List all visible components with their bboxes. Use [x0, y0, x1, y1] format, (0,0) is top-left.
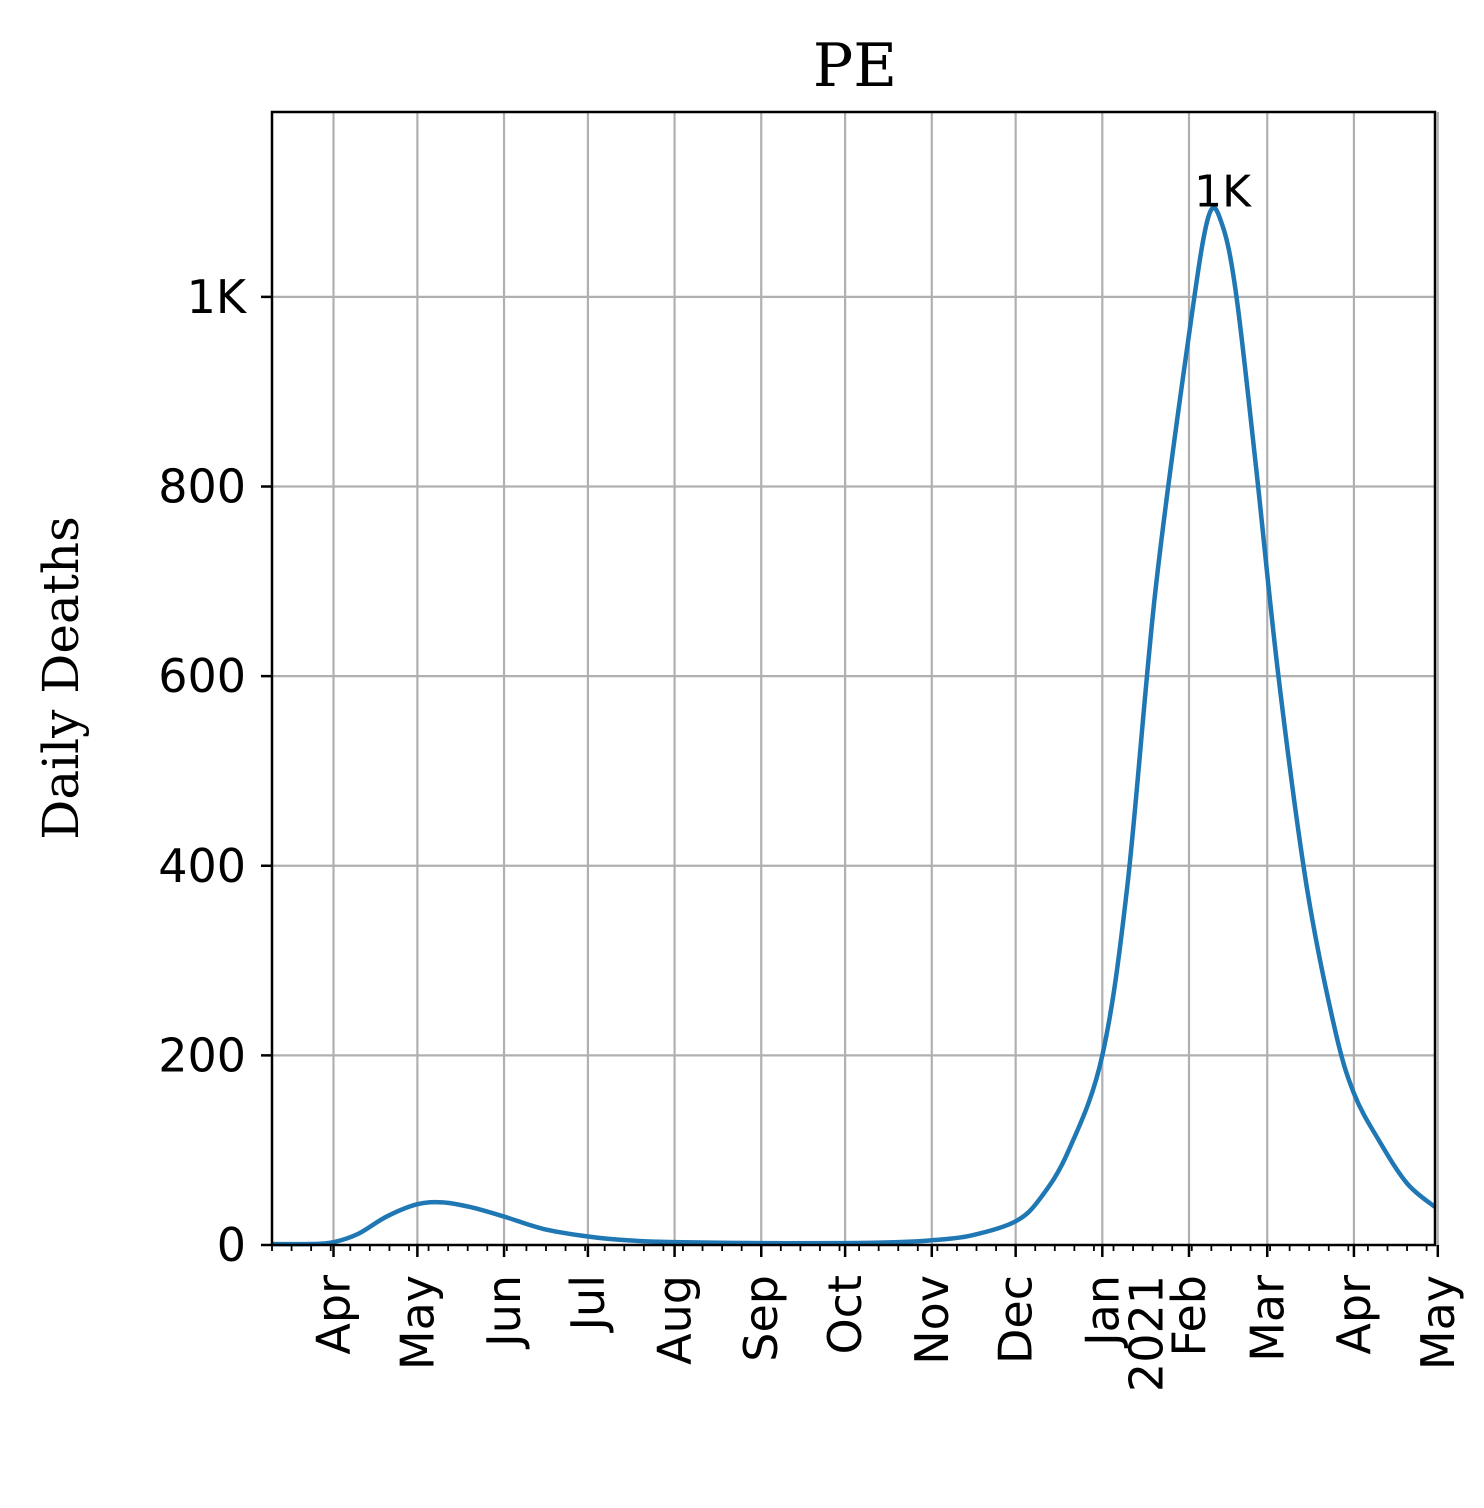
x-tick-label-line: May	[390, 1275, 444, 1370]
x-tick-label-line: Dec	[989, 1275, 1043, 1364]
y-tick-label: 400	[158, 839, 246, 893]
x-tick-label: Jun	[477, 1275, 531, 1350]
x-tick-label: Sep	[734, 1275, 788, 1362]
x-tick-label-line: Feb	[1162, 1275, 1216, 1356]
chart-title: PE	[813, 31, 897, 101]
x-tick-label: May	[1411, 1275, 1465, 1370]
grid	[272, 112, 1439, 1245]
y-tick-label: 200	[158, 1028, 246, 1082]
x-tick-label-line: Jun	[477, 1275, 531, 1350]
x-tick-label: Dec	[989, 1275, 1043, 1364]
x-tick-label-line: Sep	[734, 1275, 788, 1362]
x-tick-label: Feb	[1162, 1275, 1216, 1356]
y-axis: 0 200 400 600 800 1K	[158, 270, 272, 1272]
x-tick-label-line: 2021	[1119, 1275, 1173, 1392]
series-line	[271, 205, 1437, 1247]
x-tick-label: Apr	[1327, 1275, 1381, 1355]
x-tick-label: Nov	[905, 1275, 959, 1365]
x-tick-label-line: Apr	[1327, 1275, 1381, 1355]
x-tick-label-line: May	[1411, 1275, 1465, 1370]
x-tick-label-line: Jul	[561, 1275, 615, 1334]
x-tick-label: Mar	[1240, 1275, 1294, 1362]
annotations: 1K	[1194, 166, 1252, 217]
x-tick-label-line: Nov	[905, 1275, 959, 1365]
plot-frame	[270, 110, 1437, 1247]
y-tick-label: 1K	[187, 270, 248, 324]
y-tick-label: 800	[158, 460, 246, 514]
series-layer	[271, 205, 1437, 1247]
x-tick-label: Jul	[561, 1275, 615, 1334]
x-tick-label-line: Aug	[648, 1275, 702, 1365]
x-tick-label-line: Apr	[307, 1275, 361, 1355]
y-tick-label: 0	[217, 1218, 246, 1272]
x-tick-label-line: Jan	[1075, 1275, 1129, 1349]
x-tick-label: Apr	[307, 1275, 361, 1355]
y-tick-label: 600	[158, 649, 246, 703]
peak-annotation: 1K	[1194, 166, 1252, 217]
y-axis-label: Daily Deaths	[32, 516, 90, 839]
x-tick-label: Oct	[818, 1275, 872, 1355]
x-tick-label-line: Oct	[818, 1275, 872, 1355]
x-tick-label: Jan2021	[1075, 1275, 1173, 1392]
x-tick-label: May	[390, 1275, 444, 1370]
x-tick-label: Aug	[648, 1275, 702, 1365]
x-tick-label-line: Mar	[1240, 1275, 1294, 1362]
